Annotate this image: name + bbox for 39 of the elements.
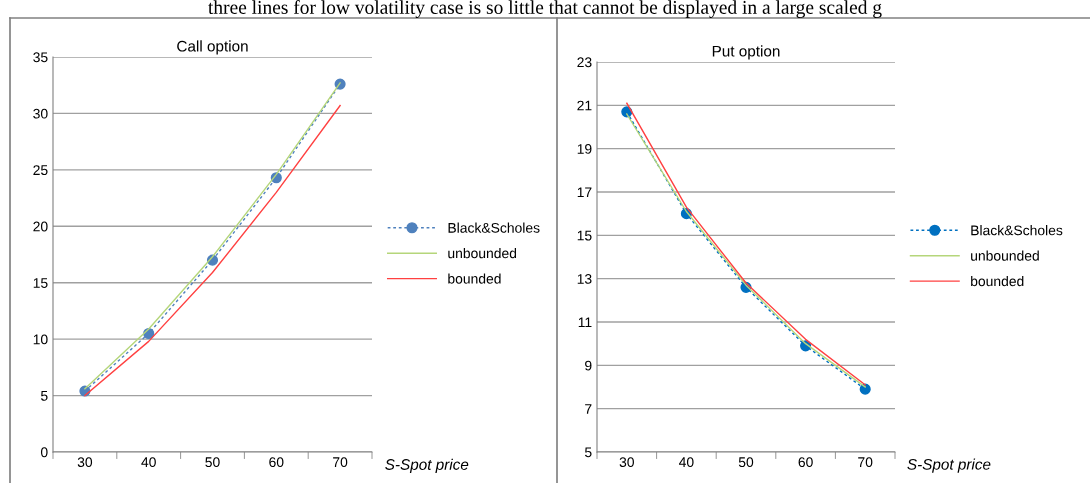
x-tick-label: 70 (858, 457, 873, 468)
legend-label: bounded (448, 273, 501, 284)
x-axis-title: S-Spot price (385, 458, 469, 473)
y-tick-label: 21 (577, 100, 592, 111)
chart-title: Put option (712, 45, 780, 60)
x-tick-label: 30 (77, 457, 93, 468)
x-tick-label: 40 (679, 457, 694, 468)
legend-label: unbounded (448, 248, 517, 259)
legend-label: bounded (971, 275, 1024, 287)
x-axis-title: S-Spot price (907, 458, 991, 473)
y-tick-label: 13 (577, 274, 592, 284)
y-tick-label: 0 (40, 447, 48, 458)
legend-label: Black&Scholes (448, 222, 540, 233)
y-tick-label: 17 (577, 187, 592, 198)
chart-title: Call option (177, 40, 248, 55)
y-tick-label: 35 (33, 52, 48, 63)
legend-label: Black&Scholes (971, 225, 1063, 236)
x-tick-label: 40 (141, 457, 156, 468)
x-tick-label: 50 (205, 457, 220, 468)
y-tick-label: 15 (33, 278, 48, 288)
x-tick-label: 50 (738, 457, 754, 468)
legend-label: unbounded (971, 250, 1039, 261)
x-tick-label: 30 (619, 457, 634, 468)
y-tick-label: 5 (40, 391, 48, 401)
y-tick-label: 10 (33, 334, 48, 345)
y-tick-label: 20 (33, 221, 48, 232)
y-tick-label: 23 (577, 57, 592, 68)
y-tick-label: 11 (578, 317, 592, 328)
y-tick-label: 15 (577, 230, 592, 241)
y-tick-label: 9 (585, 360, 592, 371)
text: three lines for low volatility case is so little that cannot be displayed in a large scaled g (208, 0, 882, 18)
y-tick-label: 25 (33, 165, 48, 176)
y-tick-label: 5 (584, 447, 592, 458)
x-tick-label: 70 (333, 457, 348, 468)
x-tick-label: 60 (798, 457, 813, 468)
y-tick-label: 7 (585, 404, 592, 414)
y-tick-label: 30 (33, 108, 48, 119)
x-tick-label: 60 (269, 457, 284, 468)
y-tick-label: 19 (577, 144, 592, 154)
